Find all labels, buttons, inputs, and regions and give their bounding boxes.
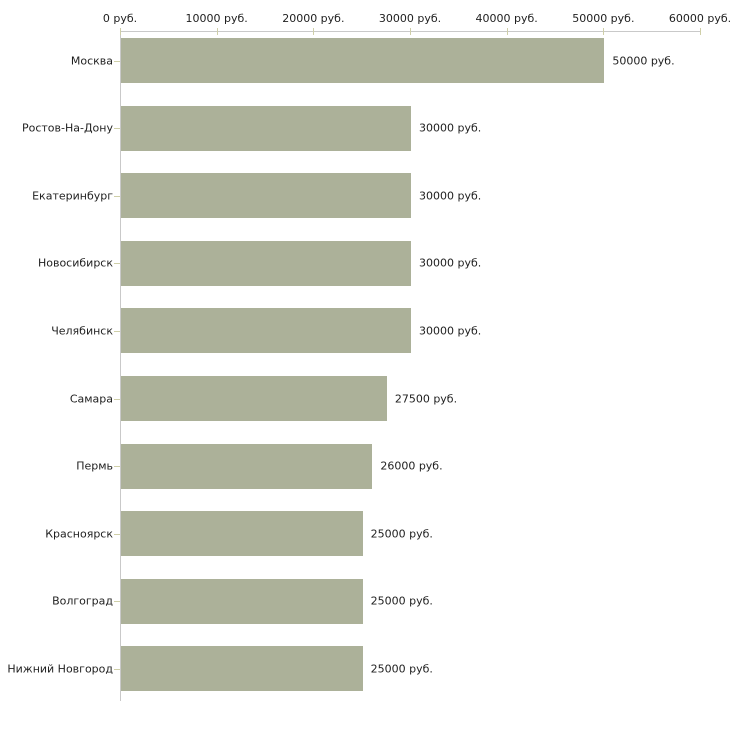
value-label: 27500 руб. xyxy=(394,392,458,405)
bar xyxy=(121,376,387,421)
category-label: Нижний Новгород xyxy=(7,662,113,676)
bar xyxy=(121,578,363,624)
x-axis-tick xyxy=(603,28,605,35)
value-label: 25000 руб. xyxy=(370,527,433,541)
x-axis-tick-label: 60000 руб. xyxy=(668,12,730,25)
bar xyxy=(121,240,411,286)
value-label: 25000 руб. xyxy=(370,594,433,608)
category-label: Челябинск xyxy=(51,324,113,338)
value-label: 26000 руб. xyxy=(380,459,443,473)
value-label: 30000 руб. xyxy=(419,121,482,135)
x-axis-tick xyxy=(506,28,508,35)
x-axis-tick xyxy=(700,28,701,35)
category-label: Пермь xyxy=(76,459,113,473)
y-axis-tick xyxy=(114,466,120,468)
y-axis-tick xyxy=(114,128,120,130)
x-axis-tick xyxy=(120,28,121,35)
x-axis-tick-label: 0 руб. xyxy=(102,12,138,25)
bar xyxy=(121,443,373,489)
y-axis-tick xyxy=(114,263,120,265)
bar xyxy=(121,38,605,83)
x-axis-tick xyxy=(313,28,315,35)
x-axis-tick-label: 30000 руб. xyxy=(378,12,442,25)
x-axis-tick-label: 20000 руб. xyxy=(282,12,345,25)
value-label: 30000 руб. xyxy=(419,189,482,203)
bar xyxy=(121,105,411,151)
y-axis-tick xyxy=(114,330,120,332)
category-label: Ростов-На-Дону xyxy=(21,121,113,135)
bar xyxy=(121,308,411,354)
bar xyxy=(121,511,363,557)
y-axis-tick xyxy=(114,60,120,62)
x-axis-tick xyxy=(216,28,218,35)
y-axis-tick xyxy=(114,533,120,535)
x-axis-tick-label: 50000 руб. xyxy=(572,12,635,25)
x-axis-tick-label: 10000 руб. xyxy=(185,12,248,25)
bar xyxy=(121,173,411,219)
category-label: Самара xyxy=(69,392,113,405)
x-axis-tick xyxy=(410,28,411,35)
value-label: 25000 руб. xyxy=(370,662,433,676)
category-label: Москва xyxy=(70,54,113,67)
category-label: Новосибирск xyxy=(37,256,113,270)
y-axis-line xyxy=(120,31,121,701)
value-label: 30000 руб. xyxy=(419,256,482,270)
y-axis-tick xyxy=(114,195,120,197)
y-axis-tick xyxy=(114,668,120,670)
y-axis-tick xyxy=(114,601,120,603)
y-axis-tick xyxy=(114,398,120,400)
category-label: Волгоград xyxy=(52,594,113,608)
bar xyxy=(121,646,363,692)
value-label: 50000 руб. xyxy=(612,54,675,67)
x-axis-tick-label: 40000 руб. xyxy=(475,12,538,25)
category-label: Красноярск xyxy=(45,527,113,541)
value-label: 30000 руб. xyxy=(419,324,482,338)
category-label: Екатеринбург xyxy=(32,189,113,203)
